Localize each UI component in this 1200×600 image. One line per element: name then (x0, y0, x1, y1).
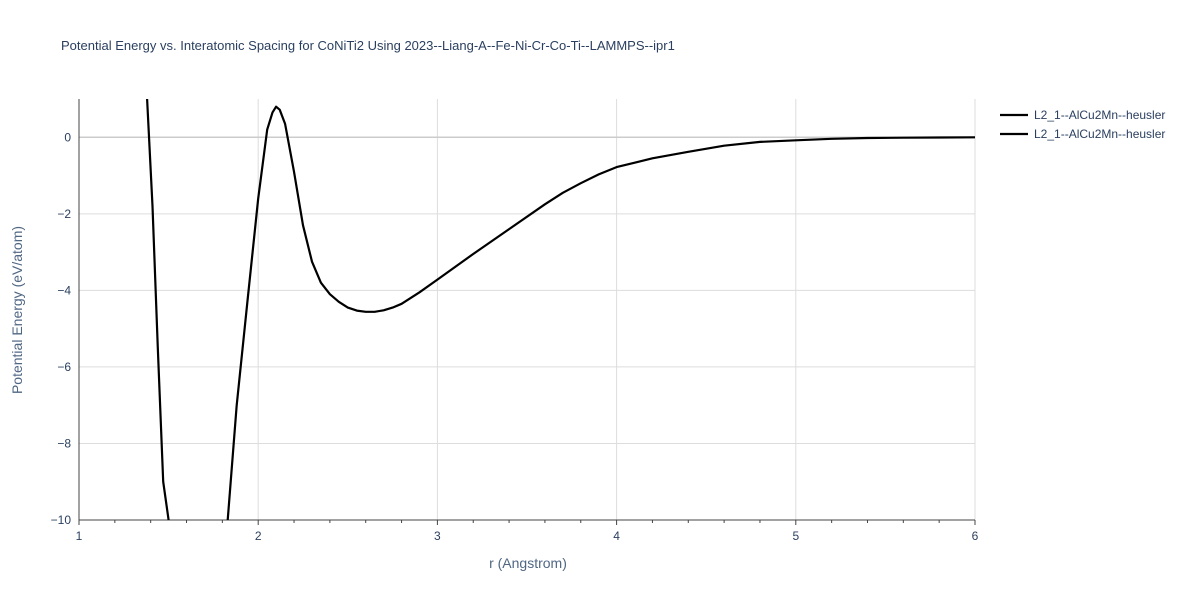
x-tick-label: 2 (255, 529, 262, 543)
series-line-1 (146, 98, 170, 521)
x-tick-label: 5 (792, 529, 799, 543)
series-layer (146, 98, 976, 521)
chart-title: Potential Energy vs. Interatomic Spacing… (61, 38, 675, 53)
legend-label-1: L2_1--AlCu2Mn--heusler (1034, 108, 1165, 122)
series-line-2 (226, 105, 976, 521)
x-tick-label: 4 (613, 529, 620, 543)
legend-label-2: L2_1--AlCu2Mn--heusler (1034, 127, 1165, 141)
y-tick-label: −6 (57, 360, 71, 374)
x-axis-title: r (Angstrom) (489, 555, 567, 571)
y-tick-label: −2 (57, 207, 71, 221)
grid-layer (79, 99, 976, 520)
y-axis-title: Potential Energy (eV/atom) (9, 226, 25, 394)
x-tick-label: 3 (434, 529, 441, 543)
y-tick-label: 0 (64, 130, 71, 144)
x-tick-label: 6 (972, 529, 979, 543)
y-tick-label: −4 (57, 283, 71, 297)
x-tick-label: 1 (76, 529, 83, 543)
y-tick-label: −10 (51, 513, 72, 527)
y-tick-label: −8 (57, 436, 71, 450)
legend: L2_1--AlCu2Mn--heusler L2_1--AlCu2Mn--heu… (1000, 108, 1165, 141)
tick-layer: 1 2 3 4 5 6 0 −2 −4 −6 −8 −10 (51, 99, 979, 543)
